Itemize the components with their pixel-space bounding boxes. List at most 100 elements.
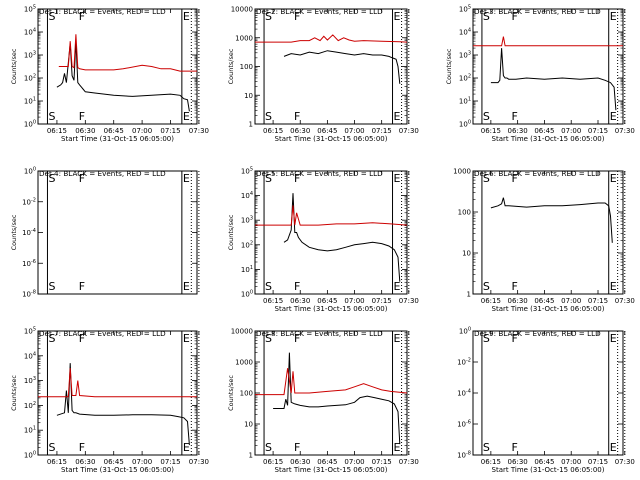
- x-tick-label: 06:15: [263, 458, 283, 466]
- x-tick-label: 07:30: [189, 458, 209, 466]
- x-tick-label: 07:15: [588, 297, 608, 305]
- x-tick-label: 07:15: [372, 127, 392, 135]
- x-tick-label: 07:00: [344, 127, 364, 135]
- y-tick-label: 105: [241, 167, 253, 176]
- y-tick-label: 102: [459, 74, 471, 83]
- y-tick-label: 10-8: [457, 451, 471, 460]
- chart-title: Det 6: BLACK = Events, RED = LLD: [474, 169, 601, 178]
- series-events-line: [273, 352, 401, 445]
- x-tick-label: 07:00: [561, 127, 581, 135]
- y-tick-label: 10-6: [22, 259, 36, 268]
- series-events-line: [283, 193, 401, 282]
- chart-panel-8: 1 10 100 1000 10000 06:15 06:30 06:45 07:00 07:15…: [227, 328, 419, 475]
- series-lld-line: [58, 34, 197, 72]
- x-tick-label: 06:45: [534, 458, 554, 466]
- x-tick-label: 07:30: [615, 127, 635, 135]
- chart-panel-6: 1 10 100 1000 06:15 06:30 06:45 07:00 07:15 07:30…: [453, 168, 635, 314]
- y-tick-label: 102: [24, 401, 36, 410]
- y-tick-label: 103: [241, 216, 253, 225]
- chart-panel-4: 10-8 10-6 10-4 10-2 100 S S F F E E Det 4: BLACK = …: [10, 167, 200, 299]
- x-tick-label: 06:15: [263, 127, 283, 135]
- x-tick-label: 07:00: [132, 127, 152, 135]
- x-tick-label: 07:30: [615, 297, 635, 305]
- x-tick-label: 06:15: [481, 458, 501, 466]
- y-axis-label: Counts/sec: [227, 375, 235, 411]
- marker-label-bottom: S: [483, 110, 490, 123]
- y-tick-label: 10-2: [22, 197, 36, 206]
- marker-label-bottom: E: [394, 110, 401, 123]
- y-tick-label: 101: [241, 265, 253, 274]
- x-tick-label: 07:00: [344, 458, 364, 466]
- y-tick-label: 10000: [231, 328, 253, 336]
- x-tick-label: 07:15: [372, 458, 392, 466]
- x-tick-label: 06:45: [317, 458, 337, 466]
- x-tick-label: 06:30: [290, 127, 310, 135]
- y-tick-label: 103: [24, 376, 36, 385]
- marker-label-top: S: [265, 10, 272, 23]
- marker-label-top: F: [512, 10, 518, 23]
- marker-label-top: F: [294, 10, 300, 23]
- marker-label-top: E: [610, 10, 617, 23]
- marker-label-top: S: [483, 10, 490, 23]
- series-lld-line: [38, 368, 197, 398]
- x-axis-label: Start Time (31-Oct-15 06:05:00): [275, 305, 388, 313]
- chart-panel-5: 100 101 102 103 104 105 06:15 06:30 06:45 07:00 07…: [227, 167, 419, 314]
- x-tick-label: 07:00: [561, 458, 581, 466]
- y-tick-label: 104: [459, 28, 471, 37]
- y-tick-label: 104: [241, 191, 253, 200]
- x-tick-label: 06:15: [47, 458, 67, 466]
- y-tick-label: 1000: [235, 359, 253, 367]
- x-axis-label: Start Time (31-Oct-15 06:05:00): [61, 466, 174, 474]
- y-tick-label: 10-6: [457, 420, 471, 429]
- marker-label-bottom: F: [294, 280, 300, 293]
- series-events-line: [490, 48, 617, 111]
- x-tick-label: 06:45: [534, 127, 554, 135]
- marker-label-bottom: F: [79, 110, 85, 123]
- x-tick-label: 06:30: [75, 458, 95, 466]
- x-axis-label: Start Time (31-Oct-15 06:05:00): [275, 466, 388, 474]
- marker-label-bottom: F: [294, 441, 300, 454]
- y-tick-label: 101: [459, 97, 471, 106]
- x-tick-label: 07:30: [189, 127, 209, 135]
- y-tick-label: 1000: [453, 168, 471, 176]
- y-tick-label: 10-4: [22, 228, 36, 237]
- marker-label-bottom: F: [512, 441, 518, 454]
- y-tick-label: 100: [24, 120, 36, 129]
- marker-label-bottom: F: [294, 110, 300, 123]
- y-axis-label: Counts/sec: [10, 48, 18, 84]
- y-tick-label: 101: [24, 97, 36, 106]
- y-tick-label: 100: [24, 451, 36, 460]
- marker-label-top: S: [48, 172, 55, 185]
- marker-label-top: F: [512, 332, 518, 345]
- y-tick-label: 105: [24, 5, 36, 14]
- x-axis-label: Start Time (31-Oct-15 06:05:00): [492, 135, 605, 143]
- marker-label-top: F: [79, 10, 85, 23]
- y-tick-label: 105: [459, 5, 471, 14]
- marker-label-bottom: S: [265, 110, 272, 123]
- series-events-line: [490, 197, 613, 243]
- x-tick-label: 06:30: [508, 297, 528, 305]
- chart-title: Det 4: BLACK = Events, RED = LLD: [39, 169, 166, 178]
- marker-label-top: S: [265, 172, 272, 185]
- x-tick-label: 07:00: [132, 458, 152, 466]
- y-tick-label: 100: [240, 390, 253, 398]
- y-axis-label: Counts/sec: [10, 214, 18, 250]
- marker-label-bottom: E: [610, 441, 617, 454]
- chart-title: Det 2: BLACK = Events, RED = LLD: [256, 7, 383, 16]
- marker-label-bottom: F: [79, 280, 85, 293]
- x-tick-label: 07:30: [399, 297, 419, 305]
- plot-frame: [254, 8, 408, 125]
- x-tick-label: 06:15: [263, 297, 283, 305]
- y-tick-label: 10-2: [457, 358, 471, 367]
- marker-label-bottom: S: [483, 441, 490, 454]
- y-tick-label: 103: [24, 51, 36, 60]
- series-lld-line: [255, 368, 408, 396]
- series-events-line: [56, 41, 190, 112]
- y-axis-label: Counts/sec: [227, 214, 235, 250]
- x-tick-label: 07:15: [160, 458, 180, 466]
- marker-label-top: E: [183, 172, 190, 185]
- series-lld-line: [255, 34, 408, 43]
- chart-title: Det 5: BLACK = Events, RED = LLD: [256, 169, 383, 178]
- x-tick-label: 06:45: [534, 297, 554, 305]
- x-tick-label: 06:30: [75, 127, 95, 135]
